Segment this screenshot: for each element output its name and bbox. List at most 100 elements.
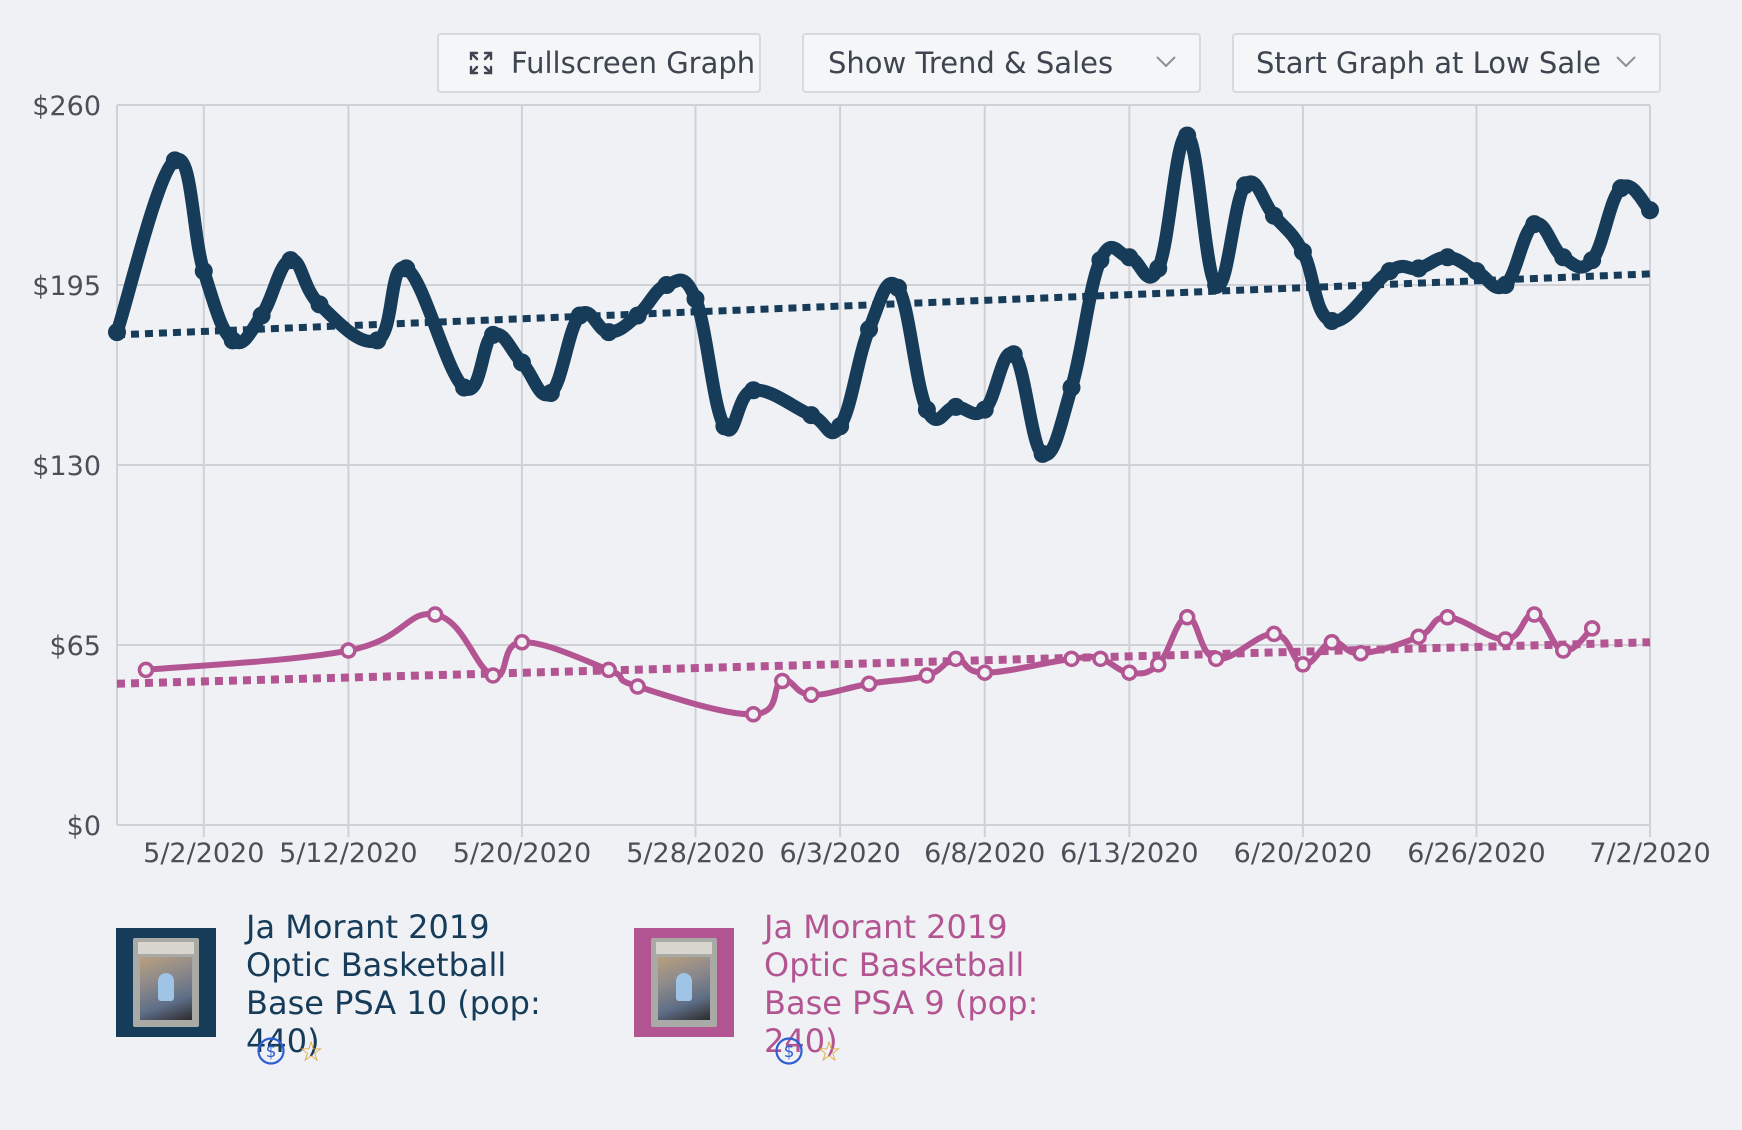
data-point-series-2: [1526, 606, 1543, 623]
data-point-series-1: [715, 417, 734, 436]
data-point-series-1: [1554, 248, 1573, 267]
data-point-series-1: [1004, 345, 1023, 364]
price-chart: $0 $65 $130 $195 $260 5/2/2020 5/12/2020 5/20/2…: [32, 91, 1710, 869]
data-point-series-2: [340, 642, 357, 659]
data-point-series-2: [1063, 650, 1080, 668]
data-point-series-1: [310, 295, 329, 314]
data-point-series-1: [802, 406, 821, 425]
data-point-series-2: [947, 650, 965, 668]
chevron-down-icon: [1156, 56, 1176, 68]
data-point-series-1: [512, 353, 531, 372]
x-tick-label: 5/12/2020: [279, 838, 417, 869]
data-point-series-2: [1150, 656, 1167, 673]
data-point-series-1: [1207, 276, 1226, 294]
chevron-down-icon: [1616, 56, 1636, 68]
data-point-series-1: [1033, 444, 1052, 463]
data-point-series-2: [1092, 650, 1109, 668]
data-point-series-1: [1467, 262, 1486, 281]
y-tick-label: $195: [32, 271, 101, 302]
trend-select-value: Show Trend & Sales: [828, 46, 1114, 80]
x-tick-label: 6/13/2020: [1060, 838, 1198, 869]
data-point-series-2: [1554, 642, 1572, 659]
data-point-series-1: [657, 276, 676, 294]
data-point-series-1: [165, 151, 184, 170]
data-point-series-1: [975, 400, 994, 419]
data-point-series-1: [1236, 176, 1255, 195]
y-tick-label: $260: [32, 91, 101, 122]
data-point-series-2: [745, 705, 762, 723]
data-point-series-2: [1439, 609, 1456, 626]
data-point-series-1: [1091, 251, 1110, 270]
dollar-icon[interactable]: $: [256, 1036, 286, 1066]
data-point-series-2: [484, 667, 502, 684]
fullscreen-graph-button[interactable]: Fullscreen Graph: [437, 33, 761, 93]
data-point-series-1: [1380, 262, 1399, 281]
data-point-series-1: [831, 417, 850, 436]
data-point-series-1: [860, 320, 879, 339]
data-point-series-1: [397, 259, 416, 278]
data-point-series-1: [1525, 215, 1544, 234]
data-point-series-1: [223, 331, 242, 350]
start-select-value: Start Graph at Low Sale: [1256, 46, 1601, 80]
data-point-series-2: [1497, 631, 1514, 648]
data-point-series-1: [628, 306, 647, 325]
data-point-series-1: [917, 400, 936, 419]
data-point-series-1: [1264, 206, 1283, 225]
x-tick-label: 6/26/2020: [1407, 838, 1545, 869]
star-icon[interactable]: ☆: [814, 1036, 844, 1066]
data-point-series-1: [1178, 126, 1197, 145]
trend-line-1: [116, 270, 1651, 339]
legend-title[interactable]: Ja Morant 2019 Optic Basketball Base PSA…: [764, 908, 1039, 1060]
card-thumbnail[interactable]: [634, 928, 734, 1037]
x-tick-label: 5/2/2020: [143, 838, 264, 869]
data-point-series-1: [1409, 259, 1428, 278]
legend-title[interactable]: Ja Morant 2019 Optic Basketball Base PSA…: [246, 908, 541, 1060]
star-glyph: ☆: [298, 1036, 323, 1066]
dollar-glyph: $: [266, 1042, 277, 1062]
start-graph-select[interactable]: Start Graph at Low Sale: [1232, 33, 1661, 93]
data-point-series-1: [888, 278, 907, 297]
data-point-series-1: [744, 381, 763, 400]
data-point-series-1: [252, 306, 271, 325]
x-tick-label: 6/3/2020: [779, 838, 900, 869]
data-point-series-1: [1583, 251, 1602, 270]
data-point-series-1: [368, 331, 387, 350]
expand-icon: [469, 51, 493, 75]
card-thumbnail[interactable]: [116, 928, 216, 1037]
data-point-series-2: [629, 678, 646, 695]
data-point-series-1: [1496, 276, 1515, 294]
data-point-series-2: [802, 686, 820, 704]
x-tick-label: 6/8/2020: [924, 838, 1045, 869]
data-point-series-1: [194, 262, 213, 281]
y-tick-label: $65: [49, 631, 101, 662]
data-point-series-2: [860, 675, 878, 693]
dollar-icon[interactable]: $: [774, 1036, 804, 1066]
data-point-series-2: [1207, 650, 1225, 668]
data-point-series-2: [1583, 620, 1601, 637]
data-point-series-2: [426, 606, 444, 623]
series-line-2: [142, 611, 1596, 718]
data-point-series-2: [137, 661, 155, 679]
data-point-series-1: [1641, 201, 1659, 220]
data-point-series-1: [1293, 242, 1312, 261]
data-point-series-1: [1120, 248, 1139, 267]
data-point-series-2: [976, 664, 993, 681]
data-point-series-1: [108, 323, 126, 342]
fullscreen-label: Fullscreen Graph: [511, 46, 756, 80]
data-point-series-2: [513, 633, 531, 651]
data-point-series-2: [1410, 628, 1427, 645]
data-point-series-2: [1323, 633, 1341, 651]
series-line-1: [110, 128, 1657, 462]
data-point-series-1: [1322, 312, 1341, 330]
trend-sales-select[interactable]: Show Trend & Sales: [802, 33, 1201, 93]
data-point-series-1: [570, 306, 589, 325]
data-point-series-1: [1062, 378, 1081, 397]
data-point-series-1: [1149, 259, 1168, 278]
x-tick-label: 5/28/2020: [626, 838, 764, 869]
data-point-series-1: [484, 325, 503, 344]
trend-line-2: [116, 638, 1651, 688]
data-point-series-2: [1121, 664, 1138, 681]
y-tick-label: $130: [32, 451, 101, 482]
data-point-series-1: [1612, 179, 1631, 198]
star-icon[interactable]: ☆: [296, 1036, 326, 1066]
